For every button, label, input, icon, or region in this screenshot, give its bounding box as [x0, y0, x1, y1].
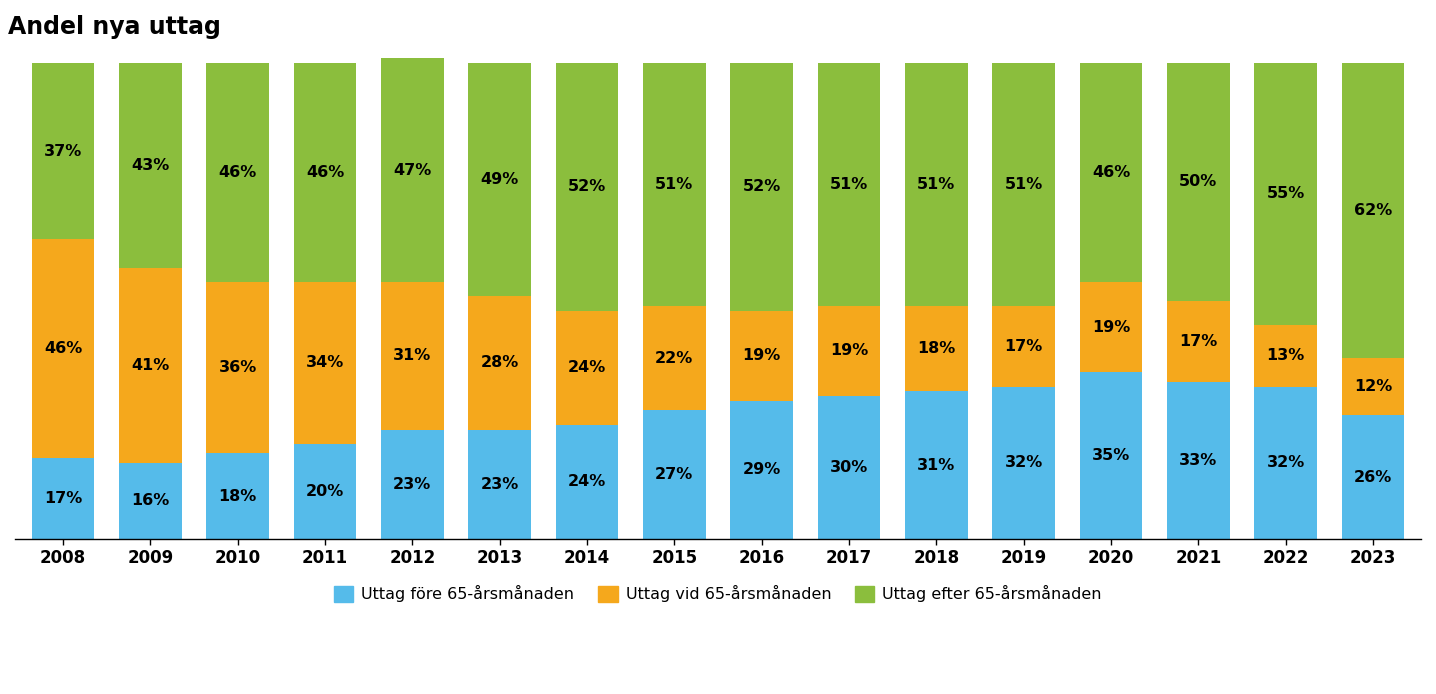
Text: 17%: 17% — [1179, 334, 1218, 349]
Bar — [992, 387, 1055, 539]
Text: 37%: 37% — [45, 144, 82, 158]
Bar — [207, 282, 269, 453]
Text: 31%: 31% — [918, 458, 955, 473]
Bar — [817, 63, 880, 306]
Bar — [992, 306, 1055, 387]
Bar — [1080, 373, 1143, 539]
Bar — [119, 268, 182, 463]
Bar — [293, 444, 356, 539]
Bar — [1254, 387, 1317, 539]
Text: 47%: 47% — [393, 162, 431, 178]
Text: 26%: 26% — [1354, 470, 1391, 484]
Bar — [381, 58, 444, 282]
Text: 20%: 20% — [306, 484, 345, 499]
Text: 34%: 34% — [306, 355, 345, 371]
Bar — [32, 63, 95, 239]
Text: 51%: 51% — [830, 177, 869, 192]
Text: 46%: 46% — [306, 165, 345, 180]
Text: 18%: 18% — [218, 489, 257, 504]
Bar — [905, 63, 968, 306]
Bar — [32, 458, 95, 539]
Bar — [119, 63, 182, 268]
Text: 31%: 31% — [393, 348, 431, 363]
Text: 49%: 49% — [481, 172, 518, 187]
Text: 28%: 28% — [481, 355, 518, 371]
Text: 43%: 43% — [131, 158, 169, 173]
Text: 41%: 41% — [131, 358, 169, 373]
Text: 51%: 51% — [1005, 177, 1043, 192]
Bar — [293, 282, 356, 444]
Bar — [1080, 282, 1143, 373]
Bar — [556, 63, 619, 310]
Text: 13%: 13% — [1267, 348, 1305, 363]
Bar — [817, 306, 880, 396]
Bar — [1254, 325, 1317, 387]
Bar — [1341, 415, 1404, 539]
Text: 27%: 27% — [655, 467, 694, 482]
Bar — [468, 296, 531, 430]
Text: 36%: 36% — [218, 360, 257, 375]
Text: 50%: 50% — [1179, 174, 1218, 189]
Text: 51%: 51% — [918, 177, 955, 192]
Text: 29%: 29% — [742, 462, 781, 477]
Text: 35%: 35% — [1091, 448, 1130, 463]
Text: 24%: 24% — [567, 475, 606, 489]
Bar — [119, 463, 182, 539]
Text: 23%: 23% — [481, 477, 518, 492]
Bar — [468, 63, 531, 296]
Bar — [731, 310, 793, 401]
Text: 23%: 23% — [393, 477, 431, 492]
Bar — [293, 63, 356, 282]
Text: 33%: 33% — [1179, 453, 1218, 468]
Text: 12%: 12% — [1354, 379, 1391, 394]
Text: 32%: 32% — [1005, 455, 1043, 471]
Text: 19%: 19% — [742, 348, 781, 363]
Text: 19%: 19% — [1091, 320, 1130, 335]
Text: 19%: 19% — [830, 344, 869, 359]
Bar — [817, 396, 880, 539]
Text: 62%: 62% — [1354, 203, 1391, 218]
Bar — [731, 401, 793, 539]
Text: 55%: 55% — [1267, 187, 1305, 201]
Text: 46%: 46% — [218, 165, 257, 180]
Bar — [207, 453, 269, 539]
Text: 32%: 32% — [1267, 455, 1305, 471]
Bar — [905, 306, 968, 391]
Bar — [643, 410, 705, 539]
Text: 52%: 52% — [742, 179, 781, 194]
Text: 30%: 30% — [830, 460, 869, 475]
Legend: Uttag före 65-årsmånaden, Uttag vid 65-årsmånaden, Uttag efter 65-årsmånaden: Uttag före 65-årsmånaden, Uttag vid 65-å… — [327, 579, 1109, 609]
Bar — [468, 430, 531, 539]
Bar — [556, 425, 619, 539]
Bar — [643, 306, 705, 410]
Bar — [1167, 301, 1229, 382]
Text: 52%: 52% — [567, 179, 606, 194]
Bar — [1080, 63, 1143, 282]
Text: 51%: 51% — [655, 177, 694, 192]
Text: 17%: 17% — [45, 491, 82, 506]
Text: 46%: 46% — [45, 341, 82, 356]
Bar — [556, 310, 619, 425]
Bar — [1167, 63, 1229, 301]
Bar — [32, 239, 95, 458]
Bar — [731, 63, 793, 310]
Text: 18%: 18% — [918, 341, 955, 356]
Bar — [905, 391, 968, 539]
Bar — [381, 430, 444, 539]
Bar — [381, 282, 444, 430]
Bar — [992, 63, 1055, 306]
Text: 17%: 17% — [1005, 339, 1043, 354]
Bar — [1167, 382, 1229, 539]
Bar — [643, 63, 705, 306]
Text: 22%: 22% — [655, 350, 694, 366]
Text: 16%: 16% — [131, 493, 169, 509]
Bar — [1254, 63, 1317, 325]
Bar — [1341, 63, 1404, 358]
Bar — [207, 63, 269, 282]
Bar — [1341, 358, 1404, 415]
Text: 24%: 24% — [567, 360, 606, 375]
Text: Andel nya uttag: Andel nya uttag — [9, 15, 221, 39]
Text: 46%: 46% — [1091, 165, 1130, 180]
